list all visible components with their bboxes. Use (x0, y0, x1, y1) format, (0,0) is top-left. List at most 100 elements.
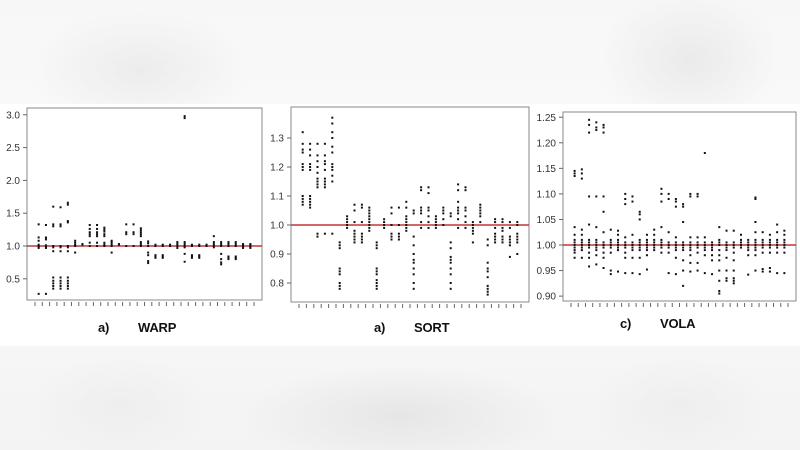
data-point (59, 245, 62, 247)
data-point (696, 269, 699, 272)
data-point (516, 224, 519, 226)
data-point (227, 245, 230, 247)
data-point (368, 215, 371, 218)
data-point (494, 241, 497, 244)
data-point (645, 246, 648, 249)
data-point (588, 195, 591, 198)
data-point (617, 270, 620, 273)
data-point (52, 223, 55, 226)
data-point (479, 221, 482, 224)
data-point (190, 243, 193, 246)
data-point (682, 244, 685, 246)
data-point (220, 263, 223, 266)
data-point (682, 205, 685, 208)
data-point (595, 244, 598, 246)
data-point (52, 246, 55, 249)
data-point (434, 215, 437, 218)
data-point (631, 233, 634, 236)
data-point (301, 168, 304, 171)
data-point (508, 235, 511, 238)
data-point (449, 282, 452, 284)
data-point (161, 245, 164, 247)
data-point (573, 226, 576, 229)
data-point (486, 284, 489, 287)
caption-sort-name: SORT (414, 320, 450, 335)
data-point (617, 246, 620, 249)
data-point (573, 175, 576, 178)
data-point (696, 195, 699, 198)
data-point (768, 241, 771, 244)
data-point (190, 254, 193, 257)
data-point (412, 287, 415, 290)
data-point (457, 209, 460, 212)
data-point (573, 244, 576, 246)
data-point (301, 195, 304, 197)
data-point (44, 246, 47, 249)
data-point (375, 241, 378, 244)
data-point (761, 241, 764, 244)
data-point (689, 261, 692, 264)
data-point (501, 221, 504, 224)
data-point (434, 221, 437, 224)
data-point (725, 241, 728, 244)
data-point (434, 224, 437, 226)
data-point (653, 244, 656, 246)
data-point (689, 241, 692, 244)
data-point (353, 238, 356, 241)
data-point (88, 245, 91, 247)
data-point (125, 223, 128, 226)
data-point (682, 203, 685, 206)
data-point (427, 221, 430, 224)
data-point (449, 273, 452, 276)
data-point (190, 245, 193, 247)
data-point (44, 236, 47, 239)
data-point (176, 241, 179, 244)
data-point (486, 276, 489, 279)
data-point (486, 270, 489, 273)
y-tick-label: 0.9 (270, 250, 284, 261)
data-point (309, 206, 312, 209)
data-point (732, 282, 735, 285)
data-point (595, 126, 598, 129)
data-point (718, 259, 721, 262)
data-point (390, 206, 393, 209)
data-point (732, 259, 735, 262)
data-point (309, 142, 312, 145)
data-point (139, 231, 142, 234)
data-point (390, 235, 393, 238)
data-point (624, 246, 627, 249)
data-point (66, 245, 69, 247)
data-point (595, 241, 598, 244)
data-point (624, 236, 627, 239)
data-point (703, 236, 706, 239)
data-point (161, 254, 164, 257)
data-point (346, 215, 349, 218)
data-point (316, 235, 319, 238)
data-point (227, 243, 230, 246)
panel-warp-plot: 3.0 2.5 2.0 1.5 1.0 0.5 (6, 107, 263, 306)
data-point (486, 238, 489, 241)
data-point (309, 166, 312, 168)
data-point (595, 249, 598, 252)
data-point (609, 244, 612, 246)
data-point (66, 201, 69, 204)
data-point (405, 221, 408, 224)
data-point (602, 126, 605, 129)
data-point (776, 272, 779, 275)
data-point (631, 249, 634, 252)
y-tick-label: 1.5 (6, 209, 20, 220)
data-point (434, 226, 437, 229)
data-point (323, 168, 326, 171)
data-point (479, 203, 482, 206)
data-point (220, 243, 223, 246)
data-point (588, 256, 591, 259)
data-point (169, 243, 172, 246)
data-point (368, 221, 371, 224)
data-point (147, 260, 150, 263)
data-point (220, 252, 223, 255)
plot-frame (290, 106, 530, 303)
data-point (631, 200, 634, 203)
data-point (783, 238, 786, 241)
data-point (139, 241, 142, 244)
data-point (464, 206, 467, 209)
